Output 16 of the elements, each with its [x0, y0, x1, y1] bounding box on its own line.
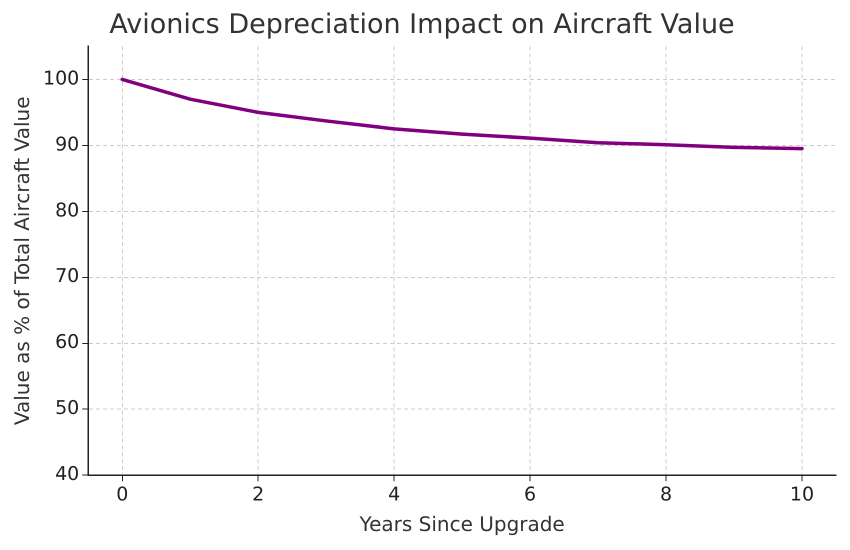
x-tick-label: 8	[660, 484, 672, 506]
y-tick-label: 100	[43, 67, 80, 90]
y-tick-label: 90	[55, 133, 80, 156]
x-axis-title: Years Since Upgrade	[358, 512, 565, 536]
y-tick-label: 40	[55, 463, 80, 486]
x-tick-label: 6	[524, 484, 536, 506]
x-tick-label: 4	[388, 484, 400, 506]
chart-title: Avionics Depreciation Impact on Aircraft Value	[109, 9, 735, 40]
y-tick-label: 50	[55, 397, 80, 420]
y-axis-title: Value as % of Total Aircraft Value	[10, 96, 34, 426]
y-tick-label: 70	[55, 265, 80, 288]
y-tick-label: 60	[55, 331, 80, 354]
x-tick-label: 2	[252, 484, 264, 506]
x-tick-label: 10	[790, 484, 814, 506]
x-tick-label: 0	[116, 484, 128, 506]
y-tick-label: 80	[55, 199, 80, 222]
